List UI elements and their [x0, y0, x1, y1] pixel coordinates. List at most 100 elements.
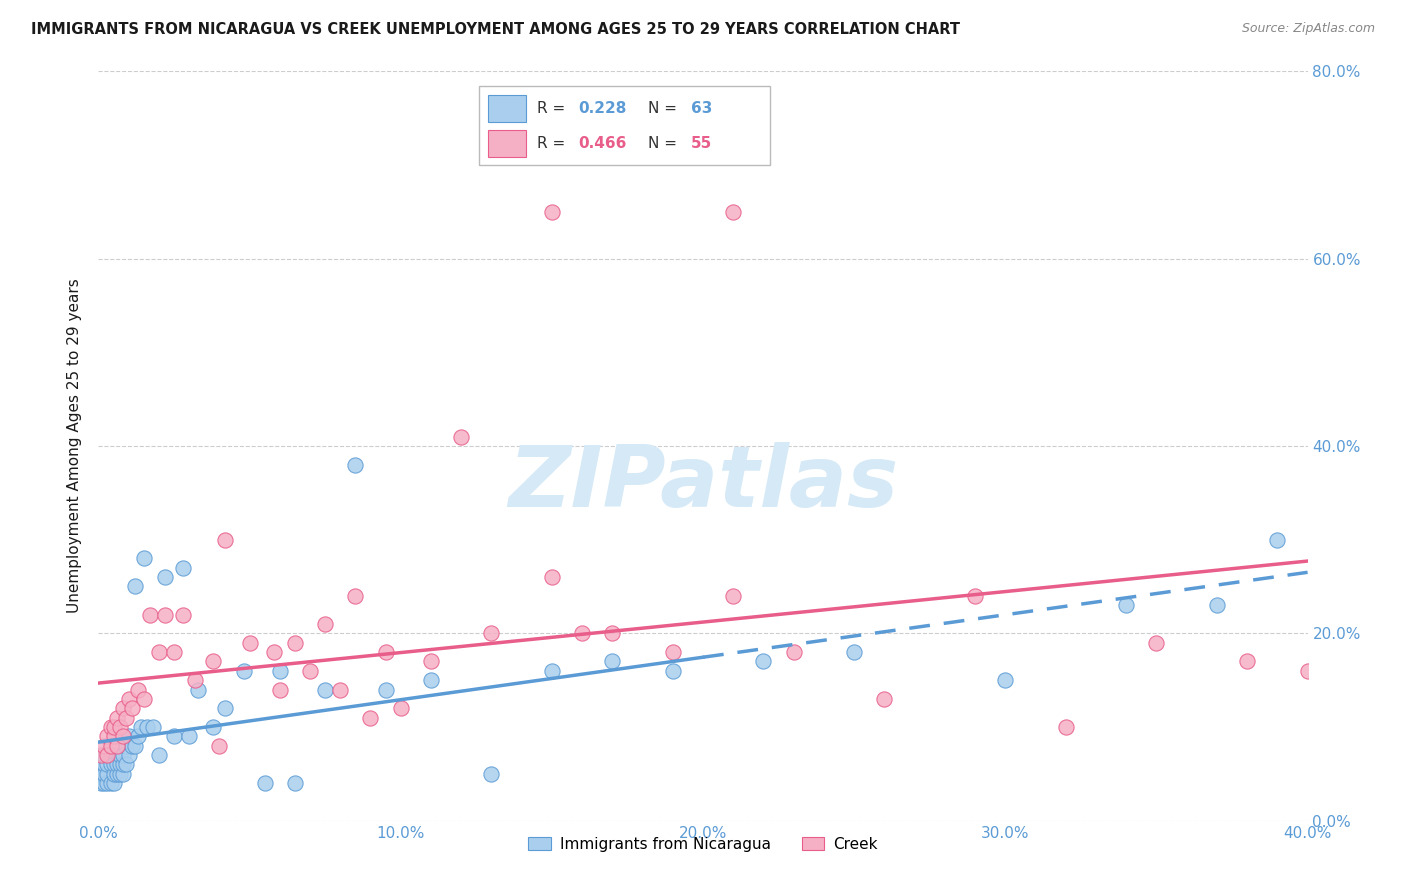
Point — [108, 747, 131, 762]
Point — [1206, 599, 1229, 613]
Point — [111, 757, 134, 772]
Point — [571, 626, 593, 640]
Point — [103, 776, 125, 790]
Point — [214, 533, 236, 547]
Point — [114, 739, 136, 753]
Point — [103, 757, 125, 772]
Point — [232, 664, 254, 678]
Point — [314, 617, 336, 632]
Point — [105, 757, 128, 772]
Point — [93, 776, 115, 790]
Point — [202, 720, 225, 734]
Point — [93, 747, 115, 762]
Point — [239, 635, 262, 649]
Point — [103, 720, 125, 734]
Point — [100, 739, 122, 753]
Point — [127, 730, 149, 744]
Point — [93, 757, 115, 772]
Point — [148, 645, 170, 659]
Point — [661, 645, 683, 659]
Point — [1054, 720, 1077, 734]
Point — [96, 757, 118, 772]
Point — [105, 767, 128, 781]
Point — [481, 767, 503, 781]
Point — [752, 655, 775, 669]
Point — [105, 710, 128, 724]
Point — [374, 682, 396, 697]
Text: Source: ZipAtlas.com: Source: ZipAtlas.com — [1241, 22, 1375, 36]
Point — [96, 776, 118, 790]
Point — [873, 692, 896, 706]
Point — [96, 730, 118, 744]
Point — [540, 664, 562, 678]
Point — [127, 682, 149, 697]
Point — [214, 701, 236, 715]
Point — [602, 655, 624, 669]
Point — [299, 664, 322, 678]
Point — [602, 626, 624, 640]
Point — [179, 730, 201, 744]
Point — [124, 580, 146, 594]
Point — [124, 739, 146, 753]
Point — [100, 776, 122, 790]
Point — [90, 767, 112, 781]
Point — [111, 701, 134, 715]
Point — [108, 757, 131, 772]
Point — [135, 720, 157, 734]
Point — [783, 645, 806, 659]
Point — [153, 570, 176, 584]
Point — [148, 747, 170, 762]
Point — [153, 607, 176, 622]
Point — [142, 720, 165, 734]
Point — [344, 589, 367, 603]
Point — [844, 645, 866, 659]
Y-axis label: Unemployment Among Ages 25 to 29 years: Unemployment Among Ages 25 to 29 years — [67, 278, 83, 614]
Point — [389, 701, 412, 715]
Point — [100, 720, 122, 734]
Point — [420, 655, 443, 669]
Point — [114, 710, 136, 724]
Point — [90, 757, 112, 772]
Point — [1296, 664, 1319, 678]
Point — [269, 664, 291, 678]
Legend: Immigrants from Nicaragua, Creek: Immigrants from Nicaragua, Creek — [522, 830, 884, 858]
Point — [450, 430, 472, 444]
Point — [93, 739, 115, 753]
Point — [163, 645, 186, 659]
Point — [96, 747, 118, 762]
Point — [111, 747, 134, 762]
Point — [253, 776, 276, 790]
Point — [263, 645, 285, 659]
Point — [723, 589, 745, 603]
Point — [420, 673, 443, 688]
Point — [172, 607, 194, 622]
Point — [100, 747, 122, 762]
Point — [329, 682, 352, 697]
Point — [1267, 533, 1289, 547]
Point — [269, 682, 291, 697]
Point — [105, 739, 128, 753]
Point — [172, 561, 194, 575]
Point — [481, 626, 503, 640]
Point — [90, 747, 112, 762]
Point — [121, 739, 143, 753]
Point — [1115, 599, 1137, 613]
Text: IMMIGRANTS FROM NICARAGUA VS CREEK UNEMPLOYMENT AMONG AGES 25 TO 29 YEARS CORREL: IMMIGRANTS FROM NICARAGUA VS CREEK UNEMP… — [31, 22, 960, 37]
Point — [93, 767, 115, 781]
Point — [723, 205, 745, 219]
Point — [118, 692, 141, 706]
Point — [360, 710, 382, 724]
Point — [661, 664, 683, 678]
Point — [314, 682, 336, 697]
Point — [118, 747, 141, 762]
Point — [103, 730, 125, 744]
Point — [540, 205, 562, 219]
Point — [184, 673, 207, 688]
Point — [96, 767, 118, 781]
Point — [90, 776, 112, 790]
Point — [284, 776, 307, 790]
Point — [108, 720, 131, 734]
Point — [121, 701, 143, 715]
Point — [132, 551, 155, 566]
Point — [965, 589, 987, 603]
